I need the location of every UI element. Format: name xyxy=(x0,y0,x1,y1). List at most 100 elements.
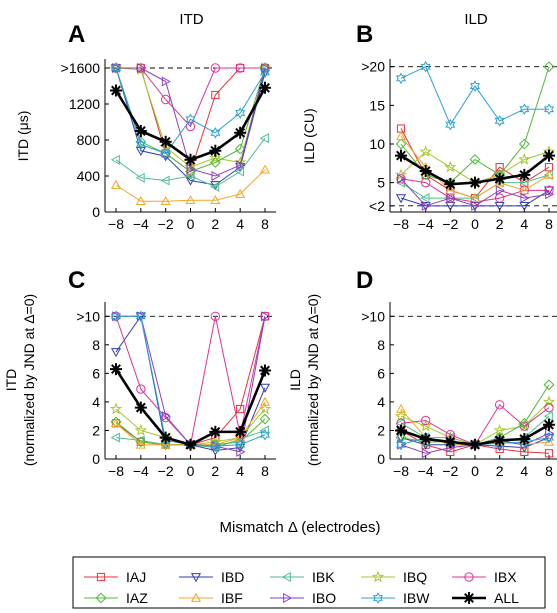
data-point xyxy=(421,200,431,211)
data-point xyxy=(543,431,555,444)
legend-item-ibw: IBW xyxy=(361,590,430,606)
data-point xyxy=(235,63,245,73)
floor-tick-label: <2 xyxy=(369,198,385,214)
series-line xyxy=(400,66,549,126)
data-point xyxy=(543,61,555,73)
data-point xyxy=(444,435,457,448)
panel-letter: A xyxy=(68,21,85,48)
legend-label: IBW xyxy=(403,590,430,606)
data-point xyxy=(136,62,147,74)
x-tick-label: 2 xyxy=(211,463,219,479)
data-point xyxy=(419,145,432,157)
y-tick-label: 8 xyxy=(377,337,385,353)
data-point xyxy=(545,428,555,439)
data-point xyxy=(444,160,457,173)
data-point xyxy=(210,195,221,205)
data-point xyxy=(259,413,271,425)
ceiling-tick-label: >10 xyxy=(361,308,385,324)
data-point xyxy=(259,81,271,94)
data-point xyxy=(543,411,553,422)
series-ibd xyxy=(110,312,271,456)
data-point xyxy=(235,432,246,442)
series-line xyxy=(116,67,265,128)
data-point xyxy=(160,439,171,449)
series-all xyxy=(395,418,555,451)
data-point xyxy=(519,185,530,195)
legend-marker xyxy=(371,570,385,583)
x-tick-label: −8 xyxy=(108,216,124,232)
data-point xyxy=(259,364,271,377)
legend-marker xyxy=(464,572,474,582)
x-tick-label: 4 xyxy=(520,463,528,479)
panel-title: ITD xyxy=(179,11,203,28)
x-tick-label: −2 xyxy=(158,463,174,479)
data-point xyxy=(209,157,221,168)
data-point xyxy=(543,418,555,431)
data-point xyxy=(160,147,171,160)
data-point xyxy=(420,177,431,188)
shared-x-axis-label: Mismatch Δ (electrodes) xyxy=(220,519,381,536)
series-ibw xyxy=(110,62,271,160)
data-point xyxy=(185,195,196,205)
data-point xyxy=(543,103,555,116)
y-tick-label: 6 xyxy=(92,365,100,381)
series-line xyxy=(400,66,550,184)
data-point xyxy=(234,425,247,438)
legend-marker xyxy=(283,592,293,604)
data-point xyxy=(110,348,122,358)
data-point xyxy=(261,62,271,74)
data-point xyxy=(235,438,246,451)
x-tick-label: −8 xyxy=(393,463,409,479)
data-point xyxy=(469,154,481,165)
x-tick-label: 4 xyxy=(236,216,244,232)
data-point xyxy=(160,175,170,186)
legend-label: ALL xyxy=(494,590,519,606)
y-tick-label: 1200 xyxy=(69,96,100,112)
series-all xyxy=(110,81,271,166)
data-point xyxy=(519,201,530,212)
legend-label: IBQ xyxy=(403,569,427,585)
data-point xyxy=(259,164,271,174)
data-point xyxy=(444,178,457,191)
data-point xyxy=(110,84,122,97)
legend-item-ibf: IBF xyxy=(179,590,243,606)
data-point xyxy=(494,193,505,203)
series-line xyxy=(116,67,266,177)
data-point xyxy=(209,425,222,438)
y-tick-label: 15 xyxy=(369,97,385,113)
data-point xyxy=(185,121,196,132)
data-point xyxy=(518,138,530,150)
legend-label: IBK xyxy=(312,569,335,585)
data-point xyxy=(160,195,171,206)
data-point xyxy=(395,424,407,437)
data-point xyxy=(110,154,120,165)
data-point xyxy=(235,188,246,198)
data-point xyxy=(135,439,146,449)
data-point xyxy=(420,415,431,426)
series-line xyxy=(115,169,266,202)
y-tick-label: 2 xyxy=(377,422,385,438)
x-tick-label: 0 xyxy=(471,463,479,479)
x-tick-label: −2 xyxy=(158,216,174,232)
data-point xyxy=(210,181,220,192)
x-tick-label: 2 xyxy=(211,216,219,232)
legend-marker xyxy=(463,592,475,604)
data-point xyxy=(259,133,269,144)
data-point xyxy=(543,169,553,180)
y-axis-label: ILD xyxy=(287,369,303,391)
data-point xyxy=(493,172,506,185)
y-tick-label: 4 xyxy=(92,394,100,410)
data-point xyxy=(134,424,147,436)
data-point xyxy=(544,449,554,458)
data-point xyxy=(185,170,195,182)
legend-marker xyxy=(281,571,291,583)
data-point xyxy=(135,138,146,151)
data-point xyxy=(494,400,505,410)
x-tick-label: 0 xyxy=(187,463,195,479)
data-point xyxy=(518,153,531,165)
y-tick-label: 0 xyxy=(92,451,100,467)
x-tick-label: 8 xyxy=(261,216,269,232)
x-tick-label: 8 xyxy=(261,463,269,479)
data-point xyxy=(543,379,555,391)
